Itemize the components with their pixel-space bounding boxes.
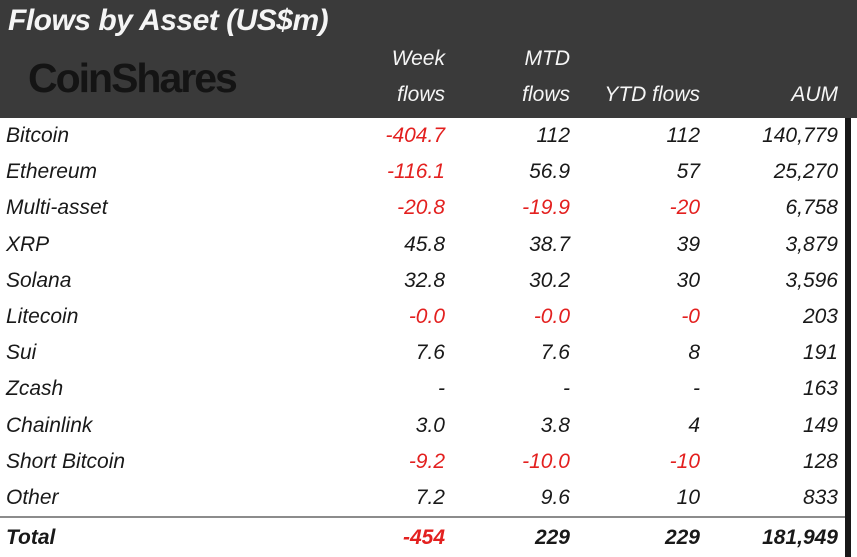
cell-mtd: 229 [534, 525, 570, 549]
cell-aum: 128 [802, 449, 838, 473]
cell-mtd: - [563, 377, 570, 401]
cell-week: -116.1 [387, 160, 445, 184]
column-header-asset [0, 0, 345, 118]
cell-aum: 149 [802, 413, 838, 437]
cell-aum: 191 [802, 341, 838, 365]
cell-week: 7.6 [415, 341, 445, 365]
cell-week: 3.0 [415, 413, 445, 437]
table-row: Short Bitcoin -9.2 -10.0 -10 128 [0, 444, 845, 480]
cell-asset-name: Solana [6, 268, 72, 292]
cell-asset-name: Other [6, 485, 59, 509]
cell-asset-name: Bitcoin [6, 124, 70, 148]
cell-aum: 203 [802, 305, 838, 329]
cell-asset-name: Litecoin [6, 305, 79, 329]
cell-week: -20.8 [397, 196, 445, 220]
cell-ytd: -0 [681, 305, 700, 329]
cell-mtd: 30.2 [529, 268, 570, 292]
coinshares-logo: CoinShares [28, 55, 238, 101]
cell-asset-name: Sui [6, 341, 37, 365]
cell-ytd: 112 [666, 124, 700, 148]
table-header: Flows by Asset (US$m) CoinShares Week fl… [0, 0, 857, 118]
cell-asset-name: Total [6, 525, 56, 549]
cell-week: -0.0 [408, 305, 445, 329]
cell-aum: 833 [802, 485, 838, 509]
cell-week: -404.7 [385, 124, 445, 148]
cell-mtd: -0.0 [533, 305, 570, 329]
cell-week: 32.8 [404, 268, 445, 292]
cell-asset-name: Chainlink [6, 413, 93, 437]
column-header-ytd-flows: YTD flows [604, 83, 700, 106]
cell-mtd: 112 [536, 124, 570, 148]
cell-asset-name: Multi-asset [6, 196, 108, 220]
cell-mtd: 38.7 [529, 232, 570, 256]
cell-ytd: 57 [676, 160, 700, 184]
cell-aum: 25,270 [773, 160, 838, 184]
cell-asset-name: Ethereum [6, 160, 98, 184]
cell-ytd: -10 [669, 449, 700, 473]
cell-week: -454 [402, 525, 445, 549]
cell-aum: 140,779 [762, 124, 838, 148]
cell-ytd: 8 [688, 341, 700, 365]
page-title: Flows by Asset (US$m) [8, 4, 329, 37]
cell-ytd: 229 [664, 525, 700, 549]
cell-week: - [438, 377, 445, 401]
cell-week: 7.2 [415, 485, 445, 509]
cell-ytd: - [693, 377, 700, 401]
table-row: Solana 32.8 30.2 30 3,596 [0, 263, 845, 299]
cell-aum: 3,879 [785, 232, 838, 256]
cell-ytd: 4 [688, 413, 700, 437]
cell-aum: 163 [802, 377, 838, 401]
table-row: Litecoin -0.0 -0.0 -0 203 [0, 299, 845, 335]
column-header-row: Week flows MTD flows YTD flows AUM [0, 0, 857, 118]
column-header-mtd-flows: MTD flows [522, 47, 570, 106]
column-header-week-flows: Week flows [391, 47, 445, 106]
table-total-row: Total -454 229 229 181,949 [0, 516, 845, 557]
cell-aum: 6,758 [785, 196, 838, 220]
cell-mtd: 7.6 [540, 341, 570, 365]
cell-mtd: -10.0 [522, 449, 570, 473]
table-body: Bitcoin -404.7 112 112 140,779 Ethereum -116.1… [0, 118, 851, 557]
cell-mtd: -19.9 [522, 196, 570, 220]
cell-ytd: 10 [676, 485, 700, 509]
cell-ytd: -20 [669, 196, 700, 220]
table-row: Sui 7.6 7.6 8 191 [0, 335, 845, 371]
cell-ytd: 39 [676, 232, 700, 256]
table-row: Other 7.2 9.6 10 833 [0, 480, 845, 516]
cell-asset-name: Short Bitcoin [6, 449, 126, 473]
cell-week: 45.8 [404, 232, 445, 256]
table-row: Multi-asset -20.8 -19.9 -20 6,758 [0, 190, 845, 226]
table-row: Zcash - - - 163 [0, 371, 845, 407]
cell-ytd: 30 [676, 268, 700, 292]
cell-mtd: 56.9 [529, 160, 570, 184]
cell-week: -9.2 [408, 449, 445, 473]
cell-asset-name: Zcash [6, 377, 64, 401]
table-row: Ethereum -116.1 56.9 57 25,270 [0, 154, 845, 190]
cell-mtd: 9.6 [540, 485, 570, 509]
cell-asset-name: XRP [6, 232, 50, 256]
cell-aum: 181,949 [762, 525, 838, 549]
column-header-aum: AUM [791, 83, 838, 106]
table-row: XRP 45.8 38.7 39 3,879 [0, 227, 845, 263]
table-row: Chainlink 3.0 3.8 4 149 [0, 408, 845, 444]
cell-mtd: 3.8 [540, 413, 570, 437]
cell-aum: 3,596 [785, 268, 838, 292]
table-row: Bitcoin -404.7 112 112 140,779 [0, 118, 845, 154]
